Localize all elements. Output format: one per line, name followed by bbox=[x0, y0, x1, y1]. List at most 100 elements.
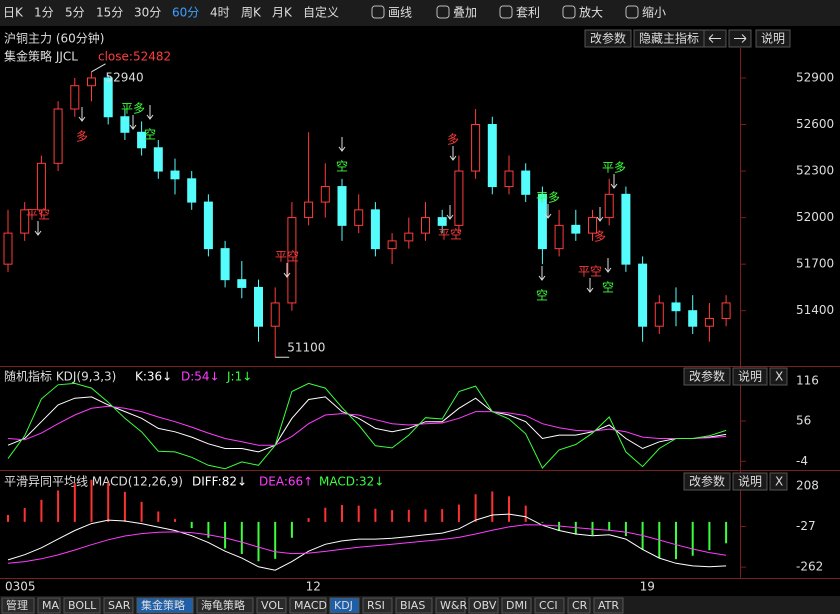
tab-label: VOL bbox=[261, 599, 284, 612]
indicator-title: 平滑异同平均线 MACD(12,26,9) bbox=[4, 475, 183, 489]
tool-button[interactable]: 画线 bbox=[388, 6, 412, 20]
period-button[interactable]: 月K bbox=[272, 6, 293, 20]
period-button[interactable]: 60分 bbox=[172, 6, 199, 20]
indicator-line bbox=[7, 396, 727, 453]
candle-body bbox=[504, 170, 514, 188]
period-button[interactable]: 1分 bbox=[34, 6, 54, 20]
tool-button[interactable]: 缩小 bbox=[642, 5, 666, 20]
signal-arrow bbox=[604, 258, 612, 273]
candle-body bbox=[404, 232, 414, 242]
next-button[interactable] bbox=[728, 29, 752, 48]
panel-button[interactable] bbox=[683, 472, 731, 491]
candle-body bbox=[688, 310, 698, 327]
tool-icon bbox=[625, 5, 639, 19]
tab[interactable] bbox=[395, 597, 433, 614]
y-tick-label: 51700 bbox=[796, 257, 834, 271]
panel-button[interactable] bbox=[683, 367, 731, 386]
indicator-title: 随机指标 KDJ(9,3,3) bbox=[4, 369, 116, 384]
y-tick-label: 52300 bbox=[796, 164, 834, 178]
period-button[interactable]: 日K bbox=[3, 6, 24, 20]
tab[interactable] bbox=[63, 597, 101, 614]
tab-label: BOLL bbox=[68, 599, 97, 612]
panel-button-label: X bbox=[775, 475, 783, 489]
panel-button-label: 改参数 bbox=[689, 474, 725, 489]
panel-button[interactable] bbox=[769, 472, 788, 491]
candle-body bbox=[153, 147, 163, 172]
candle-body bbox=[721, 302, 731, 319]
candle-body bbox=[654, 302, 664, 327]
tab[interactable] bbox=[567, 597, 591, 614]
prev-button[interactable] bbox=[703, 29, 727, 48]
panel-button[interactable] bbox=[732, 367, 768, 386]
tool-button[interactable]: 放大 bbox=[579, 5, 603, 20]
tab[interactable] bbox=[534, 597, 565, 614]
signal-label: 平多 bbox=[121, 102, 145, 116]
y-tick-label: -27 bbox=[796, 519, 816, 533]
tab[interactable] bbox=[1, 597, 35, 614]
candle-body bbox=[320, 186, 330, 203]
tab[interactable] bbox=[289, 597, 327, 614]
high-label: 52940 bbox=[106, 70, 144, 84]
tab[interactable] bbox=[329, 597, 360, 614]
candle-body bbox=[254, 286, 263, 327]
candle-body bbox=[554, 224, 564, 250]
candle-body bbox=[203, 201, 213, 250]
candle-body bbox=[36, 162, 46, 211]
signal-arrow bbox=[34, 221, 42, 236]
candle-body bbox=[287, 217, 297, 304]
indicator-line bbox=[7, 405, 727, 446]
candle-body bbox=[103, 77, 113, 118]
y-tick-label: 208 bbox=[796, 478, 819, 492]
tool-icon bbox=[371, 5, 385, 19]
candle-body bbox=[671, 302, 681, 312]
signal-arrow bbox=[283, 263, 291, 278]
tab[interactable] bbox=[501, 597, 532, 614]
candle-body bbox=[220, 248, 230, 281]
candle-body bbox=[120, 116, 130, 133]
header-button[interactable] bbox=[755, 29, 791, 48]
tab-label: RSI bbox=[367, 599, 385, 612]
period-button[interactable]: 5分 bbox=[65, 6, 85, 20]
tab[interactable] bbox=[196, 597, 254, 614]
panel-button[interactable] bbox=[732, 472, 768, 491]
x-tick-label: 12 bbox=[306, 580, 321, 594]
candle-body bbox=[621, 193, 631, 265]
signal-label: 多 bbox=[76, 130, 88, 144]
y-tick-label: -262 bbox=[796, 560, 823, 574]
period-button[interactable]: 自定义 bbox=[303, 5, 339, 20]
tab[interactable] bbox=[468, 597, 499, 614]
y-tick-label: 51400 bbox=[796, 303, 834, 317]
tab[interactable] bbox=[256, 597, 287, 614]
tool-button[interactable]: 套利 bbox=[516, 6, 540, 20]
tab[interactable] bbox=[435, 597, 466, 614]
strategy-title: 集金策略 JJCL bbox=[4, 49, 78, 64]
signal-arrow bbox=[586, 278, 594, 293]
header-button[interactable] bbox=[633, 29, 705, 48]
tab[interactable] bbox=[103, 597, 134, 614]
signal-arrow bbox=[446, 205, 454, 220]
candle-body bbox=[354, 209, 364, 226]
tool-icon bbox=[562, 5, 576, 19]
tab[interactable] bbox=[362, 597, 393, 614]
signal-arrow bbox=[596, 207, 604, 222]
candle-body bbox=[337, 186, 347, 226]
close-readout: close:52482 bbox=[98, 50, 171, 64]
tool-icon bbox=[436, 5, 450, 19]
panel-button[interactable] bbox=[769, 367, 788, 386]
header-button[interactable] bbox=[584, 29, 632, 48]
tab-label: CR bbox=[572, 599, 588, 612]
period-button[interactable]: 30分 bbox=[134, 6, 161, 20]
tab[interactable] bbox=[136, 597, 194, 614]
tool-button[interactable]: 叠加 bbox=[453, 6, 477, 20]
period-button[interactable]: 15分 bbox=[96, 6, 123, 20]
period-button[interactable]: 周K bbox=[241, 6, 262, 20]
candle-body bbox=[421, 217, 430, 234]
tab-label: CCI bbox=[539, 599, 558, 612]
period-button[interactable]: 4时 bbox=[210, 6, 230, 20]
signal-arrow bbox=[338, 137, 346, 152]
indicator-line bbox=[7, 513, 727, 571]
tab[interactable] bbox=[37, 597, 61, 614]
panel-title: 沪铜主力 (60分钟) bbox=[4, 31, 104, 46]
tab[interactable] bbox=[593, 597, 624, 614]
y-tick-label: 52600 bbox=[796, 117, 834, 131]
